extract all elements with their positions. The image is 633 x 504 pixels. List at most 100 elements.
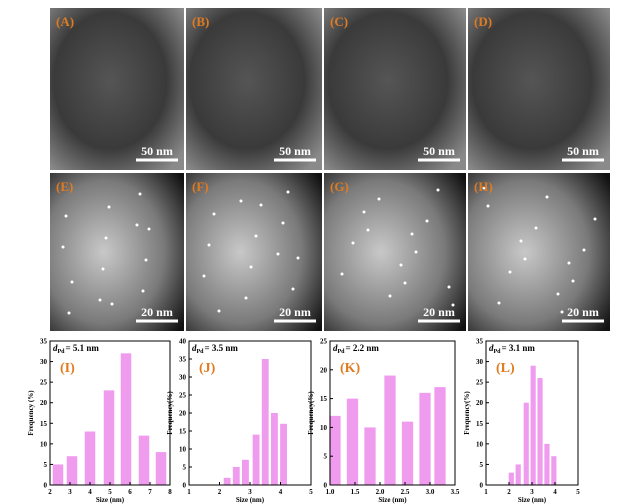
particle bbox=[519, 239, 523, 243]
y-tick-label: 5 bbox=[480, 461, 484, 469]
particle bbox=[64, 214, 68, 218]
y-axis-label: Frequency(%) bbox=[307, 391, 315, 435]
particle bbox=[244, 296, 248, 300]
scale-bar-label: 50 nm bbox=[279, 144, 311, 158]
value-text: = 2.2 nm bbox=[346, 343, 380, 353]
particle bbox=[291, 287, 295, 291]
particle bbox=[110, 302, 114, 306]
y-tick-label: 0 bbox=[480, 482, 484, 490]
particle bbox=[340, 272, 344, 276]
x-tick-label: 3.0 bbox=[426, 488, 435, 496]
micrograph bbox=[468, 8, 610, 170]
x-tick-label: 8 bbox=[168, 488, 172, 496]
y-tick-label: 25 bbox=[179, 392, 187, 400]
scale-bar-label: 20 nm bbox=[567, 305, 599, 319]
bar bbox=[252, 434, 260, 485]
micrograph bbox=[468, 173, 610, 331]
micrograph bbox=[324, 173, 466, 331]
y-tick-label: 0 bbox=[183, 482, 187, 490]
micrograph bbox=[186, 173, 322, 331]
x-tick-label: 4 bbox=[279, 488, 283, 496]
particle bbox=[67, 311, 71, 315]
particle bbox=[425, 219, 429, 223]
bar bbox=[523, 402, 529, 485]
y-tick-label: 0 bbox=[324, 482, 328, 490]
bar bbox=[103, 390, 115, 485]
micrograph bbox=[50, 8, 184, 170]
particle bbox=[107, 205, 111, 209]
particle bbox=[414, 250, 418, 254]
particle bbox=[212, 212, 216, 216]
value-text: = 5.1 nm bbox=[66, 343, 100, 353]
symbol: d bbox=[333, 343, 338, 353]
particle bbox=[249, 265, 253, 269]
x-tick-label: 1.0 bbox=[326, 488, 335, 496]
x-tick-label: 3 bbox=[248, 488, 252, 496]
particle bbox=[403, 281, 407, 285]
value-text: = 3.5 nm bbox=[205, 343, 239, 353]
particle bbox=[410, 232, 414, 236]
particle bbox=[98, 298, 102, 302]
bar bbox=[364, 427, 376, 485]
bar bbox=[232, 467, 240, 485]
symbol: d bbox=[192, 343, 197, 353]
particle bbox=[362, 210, 366, 214]
bar bbox=[241, 459, 249, 485]
y-tick-label: 5 bbox=[324, 453, 328, 461]
x-axis-label: Size (nm) bbox=[378, 496, 407, 504]
particle bbox=[593, 217, 597, 221]
particle bbox=[388, 294, 392, 298]
panel-label: (K) bbox=[340, 361, 361, 376]
bar bbox=[530, 365, 536, 485]
x-tick-label: 2.5 bbox=[401, 488, 410, 496]
particle bbox=[254, 234, 258, 238]
particle bbox=[61, 245, 65, 249]
x-tick-label: 2 bbox=[48, 488, 52, 496]
bar bbox=[508, 472, 514, 485]
y-tick-label: 20 bbox=[179, 410, 187, 418]
x-tick-label: 2 bbox=[507, 488, 511, 496]
particle bbox=[571, 279, 575, 283]
particle bbox=[436, 188, 440, 192]
particle bbox=[138, 192, 142, 196]
subscript: Pd bbox=[494, 349, 502, 355]
particle bbox=[497, 301, 501, 305]
value-text: = 3.1 nm bbox=[502, 343, 536, 353]
bar bbox=[401, 421, 414, 485]
micrograph bbox=[324, 8, 466, 170]
x-tick-label: 2.0 bbox=[376, 488, 385, 496]
particle bbox=[259, 203, 263, 207]
x-tick-label: 4 bbox=[553, 488, 557, 496]
y-tick-label: 10 bbox=[40, 440, 48, 448]
x-tick-label: 3 bbox=[68, 488, 72, 496]
x-axis-label: Size (nm) bbox=[518, 496, 547, 504]
bar bbox=[261, 359, 269, 485]
x-tick-label: 1.5 bbox=[351, 488, 360, 496]
y-tick-label: 15 bbox=[476, 420, 484, 428]
scale-bar-label: 50 nm bbox=[567, 144, 599, 158]
particle bbox=[135, 223, 139, 227]
x-tick-label: 2 bbox=[218, 488, 222, 496]
micrograph bbox=[186, 8, 322, 170]
x-tick-label: 5 bbox=[309, 488, 313, 496]
x-tick-label: 4 bbox=[88, 488, 92, 496]
size-annotation: dPd= 3.5 nm bbox=[192, 343, 238, 355]
y-tick-label: 35 bbox=[476, 338, 484, 346]
particle bbox=[486, 204, 490, 208]
bar bbox=[66, 456, 78, 485]
y-tick-label: 30 bbox=[40, 358, 48, 366]
y-tick-label: 10 bbox=[476, 440, 484, 448]
bar bbox=[544, 443, 550, 485]
particle bbox=[207, 243, 211, 247]
bar bbox=[120, 353, 132, 485]
particle bbox=[351, 241, 355, 245]
x-axis-label: Size (nm) bbox=[96, 496, 125, 504]
particle bbox=[141, 289, 145, 293]
particle bbox=[567, 261, 571, 265]
particle bbox=[202, 274, 206, 278]
panel-label: (A) bbox=[56, 14, 74, 29]
panel-label: (E) bbox=[56, 179, 73, 194]
symbol: d bbox=[489, 343, 494, 353]
